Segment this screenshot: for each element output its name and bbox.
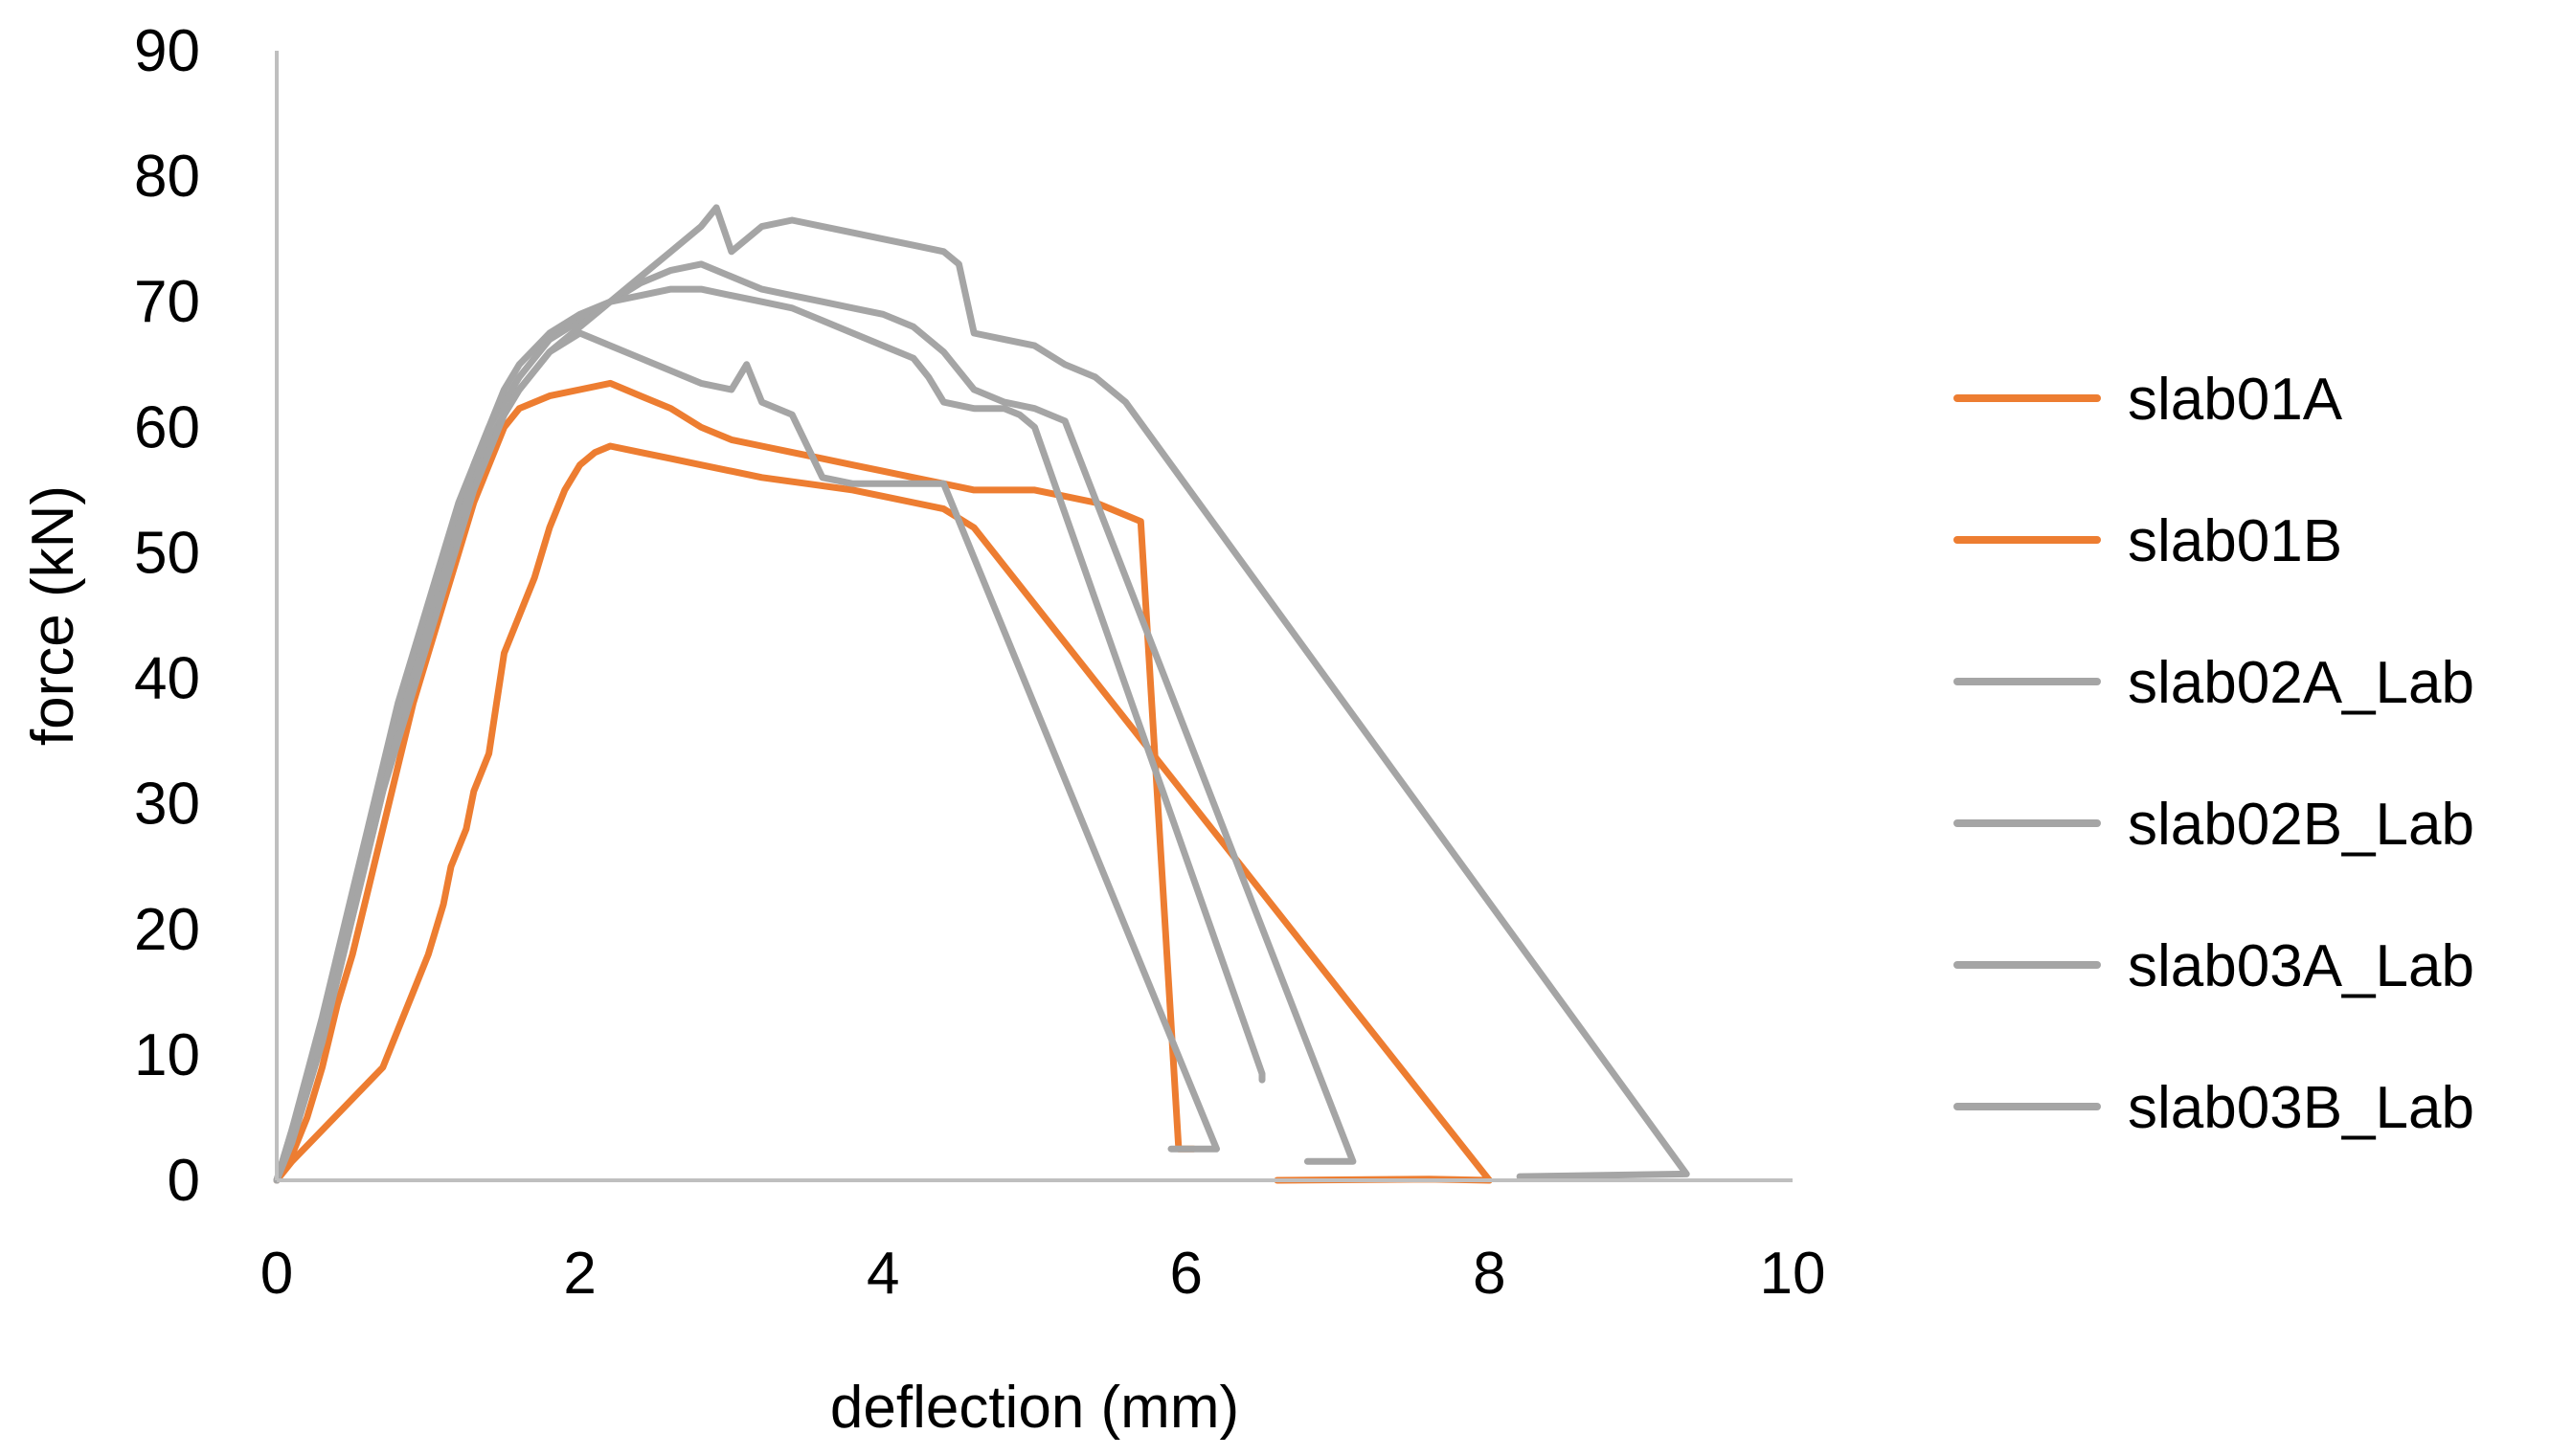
legend-label: slab01A [2128, 367, 2343, 433]
x-tick-label: 10 [1760, 1241, 1826, 1307]
series-line-slab03b-lab [273, 285, 1266, 1184]
series-line-slab03a-lab [273, 329, 1220, 1184]
legend-label: slab01B [2128, 508, 2342, 574]
series-line-slab02a-lab [273, 260, 1357, 1184]
axis-titles: deflection (mm) force (kN) [20, 485, 1239, 1441]
y-tick-label: 10 [134, 1022, 200, 1088]
legend-item: slab01A [1953, 367, 2343, 433]
legend-label: slab02A_Lab [2128, 650, 2474, 716]
legend-item: slab03B_Lab [1953, 1075, 2474, 1141]
y-tick-label: 50 [134, 520, 200, 586]
legend-label: slab02B_Lab [2128, 792, 2474, 858]
axes [275, 51, 1793, 1182]
legend: slab01A slab01B slab02A_Lab slab02B_Labslab… [1953, 367, 2474, 1141]
y-axis-title: force (kN) [20, 485, 86, 746]
x-tick-label: 4 [867, 1241, 899, 1307]
y-tick-label: 70 [134, 269, 200, 335]
series-line-slab01a [273, 442, 1493, 1184]
legend-item: slab02A_Lab [1953, 650, 2474, 716]
legend-item: slab01B [1953, 508, 2342, 574]
x-tick-label: 8 [1473, 1241, 1505, 1307]
y-tick-label: 90 [134, 18, 200, 84]
y-tick-label: 80 [134, 144, 200, 210]
x-tick-label: 2 [563, 1241, 596, 1307]
y-tick-label: 60 [134, 394, 200, 460]
series-line-slab01b [273, 379, 1198, 1184]
x-tick-label: 0 [260, 1241, 293, 1307]
legend-label: slab03A_Lab [2128, 933, 2474, 999]
x-axis-title: deflection (mm) [830, 1375, 1239, 1441]
legend-item: slab03A_Lab [1953, 933, 2474, 999]
tick-labels: 0 10 20 30 40 50 60 70 80 90 0 2 4 6 8 10 [134, 18, 1825, 1307]
series-lines [273, 204, 1690, 1184]
series-line-slab02b-lab [273, 204, 1690, 1184]
y-tick-label: 40 [134, 646, 200, 712]
x-tick-label: 6 [1170, 1241, 1203, 1307]
legend-item: slab02B_Lab [1953, 792, 2474, 858]
y-tick-label: 20 [134, 897, 200, 963]
legend-label: slab03B_Lab [2128, 1075, 2474, 1141]
y-tick-label: 0 [168, 1148, 200, 1214]
y-tick-label: 30 [134, 772, 200, 838]
